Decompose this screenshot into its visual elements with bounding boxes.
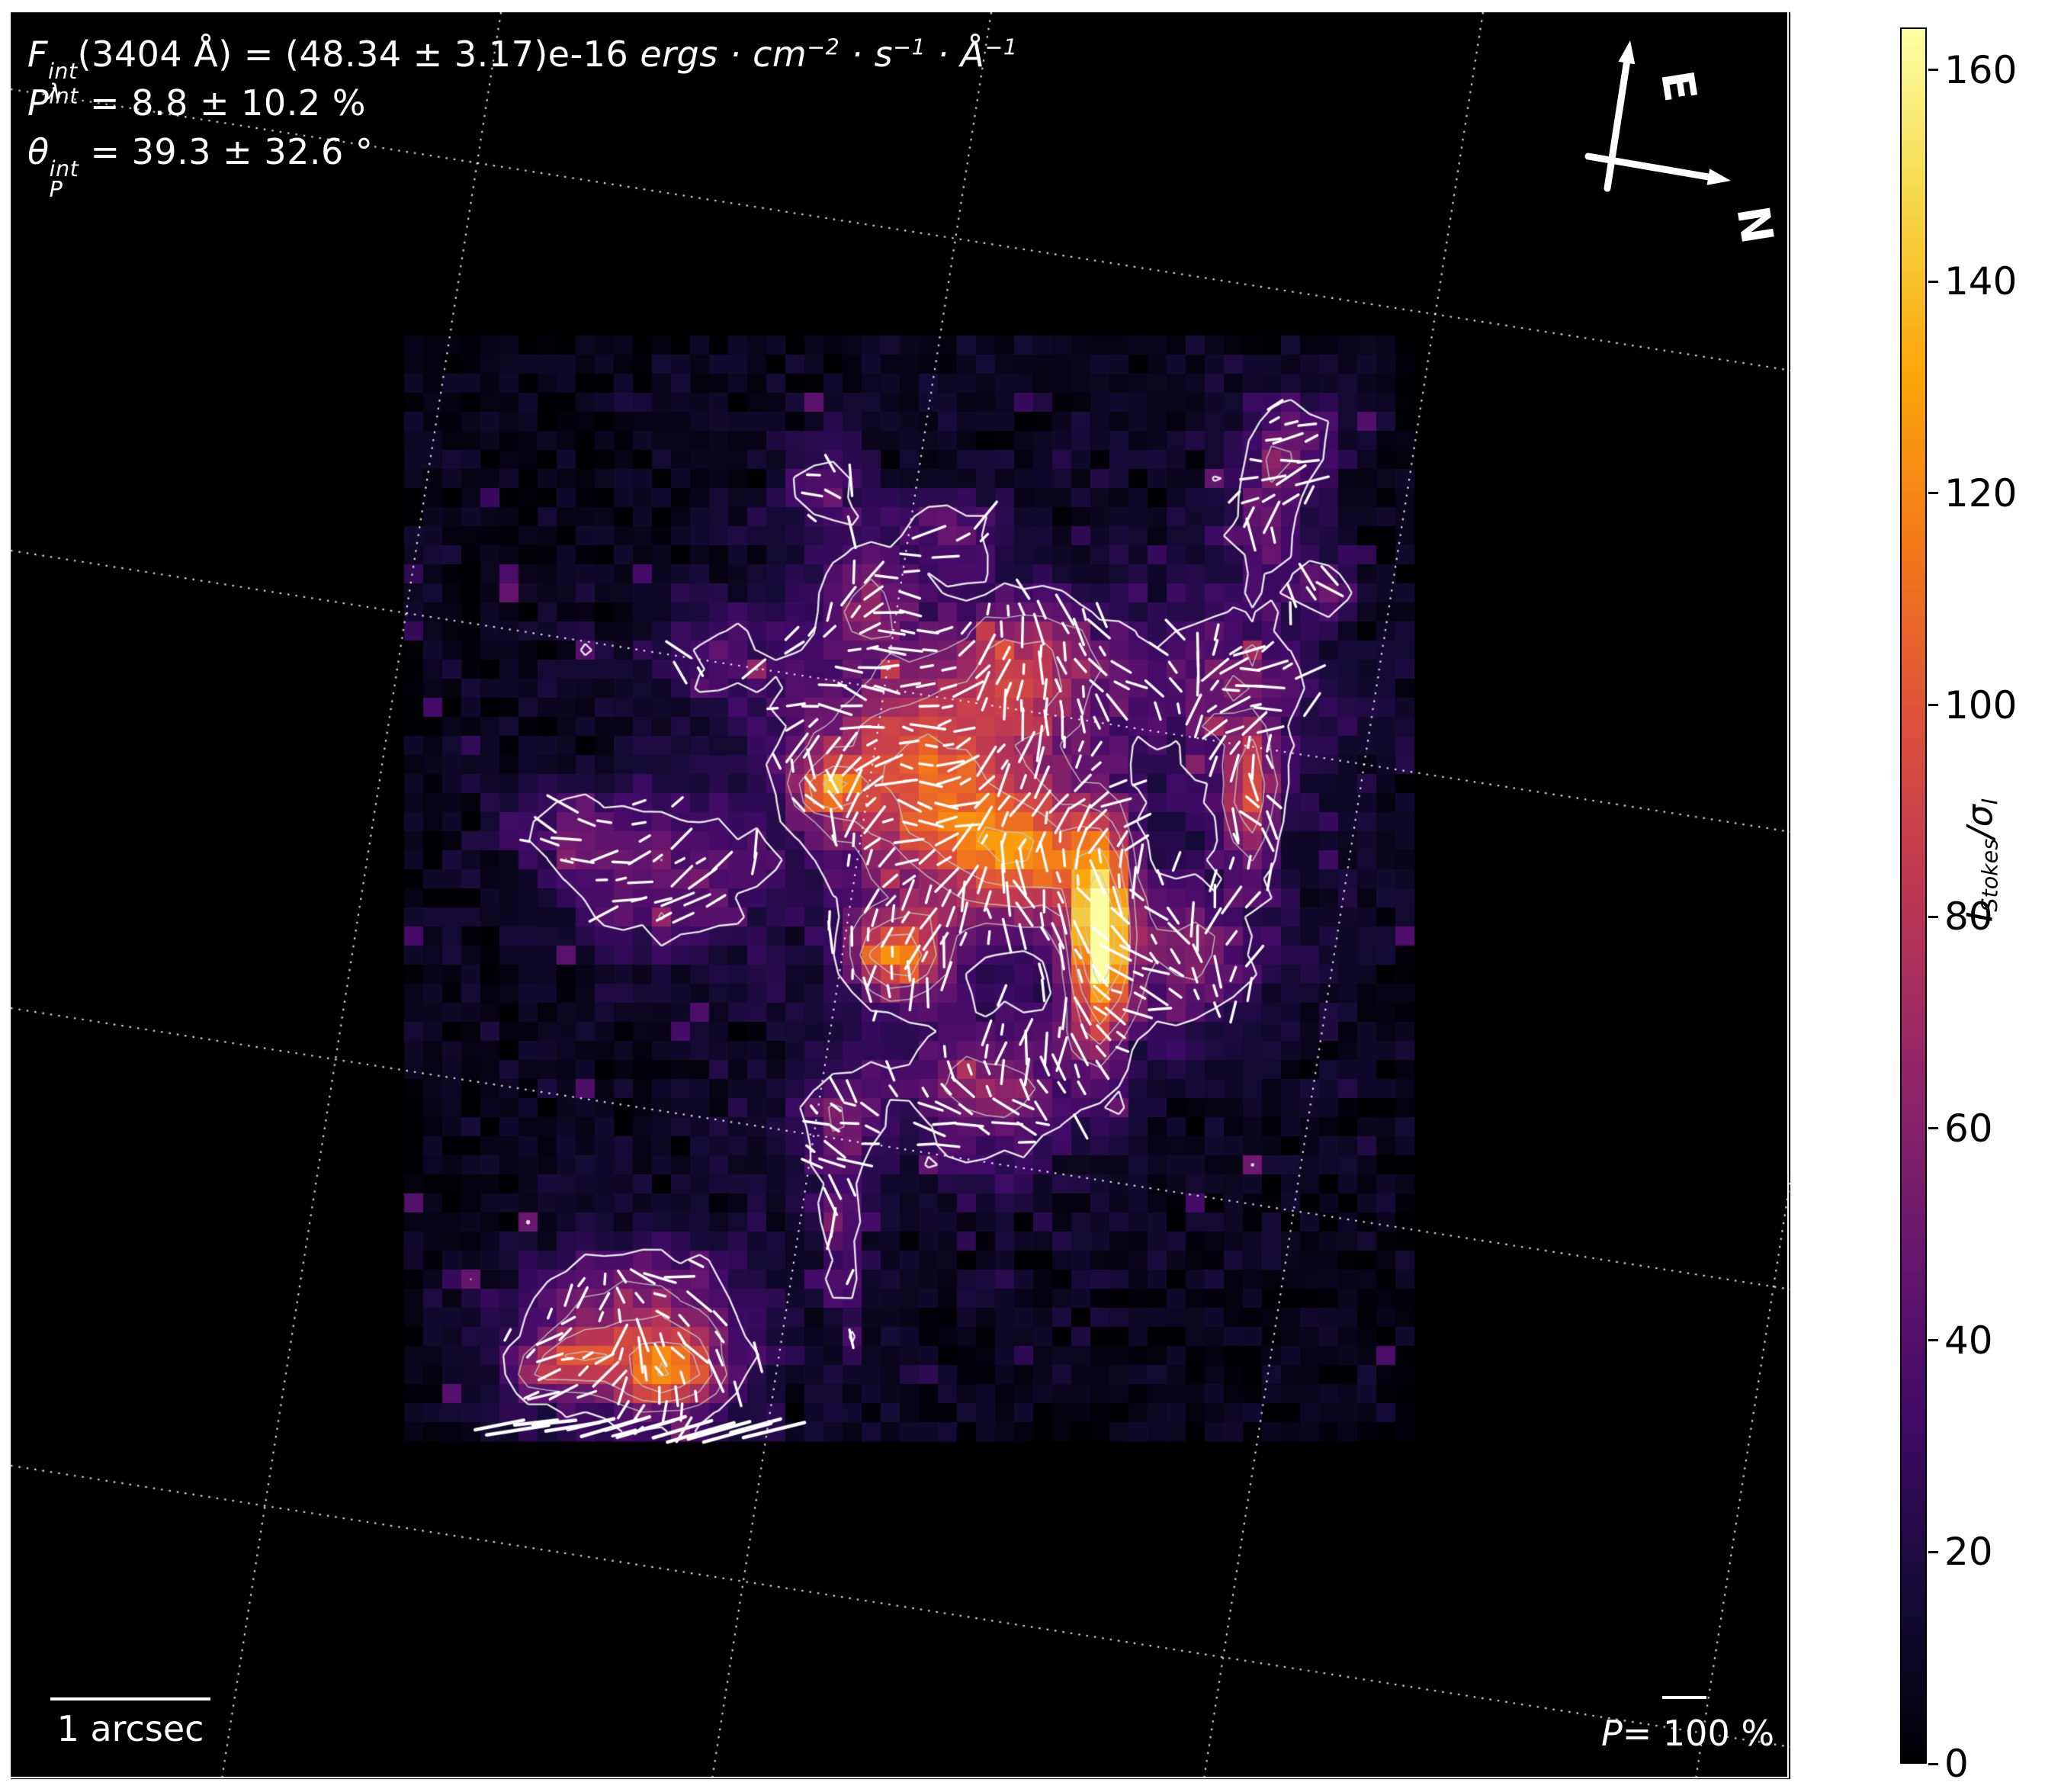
scalebar-line [50, 1697, 210, 1700]
colorbar-tick-label: 140 [1944, 259, 2018, 304]
colorbar-tick-label: 120 [1944, 470, 2018, 515]
colorbar [1900, 27, 1927, 1764]
colorbar-tick-mark [1928, 492, 1938, 495]
colorbar-tick-label: 160 [1944, 47, 2018, 92]
colorbar-tick-label: 20 [1944, 1530, 1993, 1575]
colorbar-tick-label: 0 [1944, 1742, 1969, 1786]
compass-east-arrow-head [1618, 40, 1636, 65]
compass-north-arrow-head [1706, 169, 1731, 185]
compass: E N [1584, 40, 1783, 248]
colorbar-tick-label: 80 [1944, 894, 1993, 939]
colorbar-tick-label: 100 [1944, 682, 2018, 727]
colorbar-tick-mark [1928, 1339, 1938, 1342]
compass-north-arrow-line [1584, 153, 1712, 181]
polarization-annotation: Pint = 8.8 ± 10.2 % [27, 82, 366, 124]
vector-legend-label: P= 100 % [1601, 1713, 1775, 1754]
colorbar-tick-mark [1928, 915, 1938, 918]
colorbar-tick-mark [1928, 1550, 1938, 1553]
colorbar-tick-mark [1928, 704, 1938, 707]
scalebar-label: 1 arcsec [56, 1708, 204, 1749]
colorbar-tick-mark [1928, 1127, 1938, 1130]
compass-east-label: E [1651, 67, 1706, 105]
theta-annotation: θ int P = 39.3 ± 32.6 ° [27, 131, 374, 202]
colorbar-axis-label: IStokes/σI [1959, 798, 2003, 923]
compass-north-label: N [1726, 203, 1783, 248]
colorbar-tick-mark [1928, 280, 1938, 283]
vector-legend-line [1662, 1696, 1706, 1699]
colorbar-tick-label: 40 [1944, 1318, 1993, 1363]
colorbar-tick-mark [1928, 69, 1938, 72]
colorbar-tick-label: 60 [1944, 1106, 1993, 1151]
compass-east-arrow-line [1604, 59, 1630, 192]
colorbar-tick-mark [1928, 1762, 1938, 1765]
